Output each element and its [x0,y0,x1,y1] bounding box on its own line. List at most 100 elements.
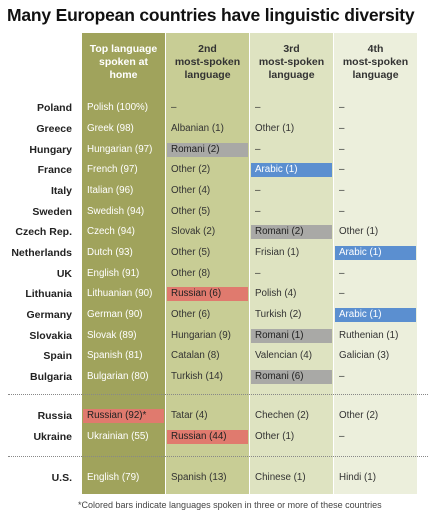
table-cell-highlighted: Russian (6) [167,287,248,301]
table-cell: – [171,102,177,113]
table-cell: Catalan (8) [171,350,220,361]
table-cell: – [339,288,345,299]
table-cell: – [339,431,345,442]
table-cell: – [255,206,261,217]
column-header-line: 3rd [283,43,300,55]
table-cell-highlighted: Romani (2) [251,225,332,239]
table-cell: Other (8) [171,268,211,279]
group-separator [8,394,428,395]
column-band-3rd-language [250,33,333,494]
column-header-line: spoken at [98,56,148,68]
table-cell: Other (6) [171,309,211,320]
table-cell-highlighted: Russian (44) [167,430,248,444]
table-cell: Slovak (89) [87,330,137,341]
table-cell: Frisian (1) [255,247,300,258]
column-header-line: language [184,69,231,81]
table-cell: – [339,206,345,217]
column-header-line: home [109,69,138,81]
chart-title: Many European countries have linguistic … [7,5,415,25]
table-cell: Other (2) [171,164,211,175]
row-country-label: Italy [50,185,72,197]
table-cell-highlighted: Romani (6) [251,370,332,384]
column-header-line: language [268,69,315,81]
group-separator [8,456,428,457]
table-cell: Greek (98) [87,123,134,134]
column-header-top-language: Top language spoken at home [82,43,165,82]
table-cell: – [339,102,345,113]
table-cell: Valencian (4) [255,350,312,361]
row-country-label: Greece [36,123,72,135]
column-header-line: most-spoken [174,56,241,68]
table-cell: Hungarian (9) [171,330,231,341]
table-cell: Other (1) [339,226,379,237]
table-cell: Turkish (14) [171,371,223,382]
column-header-line: 4th [367,43,384,55]
table-cell: German (90) [87,309,143,320]
table-cell: Ukrainian (55) [87,431,149,442]
column-band-2nd-language [166,33,249,494]
row-country-label: Hungary [29,144,72,156]
table-cell: Bulgarian (80) [87,371,149,382]
table-cell: – [339,123,345,134]
table-cell: Slovak (2) [171,226,216,237]
column-band-4th-language [334,33,417,494]
row-country-label: Netherlands [11,247,72,259]
table-cell: Dutch (93) [87,247,133,258]
row-country-label: France [37,164,72,176]
row-country-label: Sweden [32,206,72,218]
table-cell: Other (5) [171,247,211,258]
row-country-label: Bulgaria [29,371,72,383]
table-cell: Other (2) [339,410,379,421]
table-cell: – [255,185,261,196]
table-cell: Swedish (94) [87,206,145,217]
table-cell: Polish (100%) [87,102,148,113]
row-country-label: U.S. [51,472,72,484]
row-country-label: Czech Rep. [15,226,72,238]
table-cell: Hindi (1) [339,472,377,483]
table-cell: Other (4) [171,185,211,196]
column-header-line: most-spoken [342,56,409,68]
table-cell: French (97) [87,164,138,175]
table-cell: English (91) [87,268,140,279]
table-cell-highlighted: Arabic (1) [335,308,416,322]
table-cell: Czech (94) [87,226,135,237]
table-cell: Italian (96) [87,185,134,196]
column-header-line: 2nd [198,43,217,55]
table-cell-highlighted: Romani (1) [251,329,332,343]
table-cell: – [339,268,345,279]
footnote: *Colored bars indicate languages spoken … [78,500,382,510]
column-header-3rd-language: 3rd most-spoken language [250,43,333,82]
table-cell: – [255,102,261,113]
table-cell-highlighted: Arabic (1) [335,246,416,260]
row-country-label: Poland [36,102,72,114]
table-cell: – [339,185,345,196]
row-country-label: Ukraine [33,431,72,443]
table-cell: Other (5) [171,206,211,217]
row-country-label: Lithuania [25,288,72,300]
table-cell-highlighted: Romani (2) [167,143,248,157]
table-cell: Spanish (13) [171,472,227,483]
column-header-line: language [352,69,399,81]
table-cell: Polish (4) [255,288,297,299]
table-cell: Other (1) [255,123,295,134]
row-country-label: UK [56,268,72,280]
table-cell: – [339,144,345,155]
table-cell: English (79) [87,472,140,483]
table-cell-highlighted: Arabic (1) [251,163,332,177]
table-cell: Hungarian (97) [87,144,153,155]
table-cell: Lithuanian (90) [87,288,153,299]
row-country-label: Slovakia [29,330,72,342]
table-cell: Tatar (4) [171,410,208,421]
table-cell: – [339,164,345,175]
table-cell: Galician (3) [339,350,390,361]
table-cell: Albanian (1) [171,123,224,134]
table-cell: Spanish (81) [87,350,143,361]
row-country-label: Germany [26,309,72,321]
column-header-2nd-language: 2nd most-spoken language [166,43,249,82]
table-cell-highlighted: Russian (92)* [83,409,164,423]
table-cell: Chechen (2) [255,410,309,421]
table-cell: – [255,268,261,279]
table-cell: Turkish (2) [255,309,302,320]
table-cell: Other (1) [255,431,295,442]
row-country-label: Russia [37,410,72,422]
